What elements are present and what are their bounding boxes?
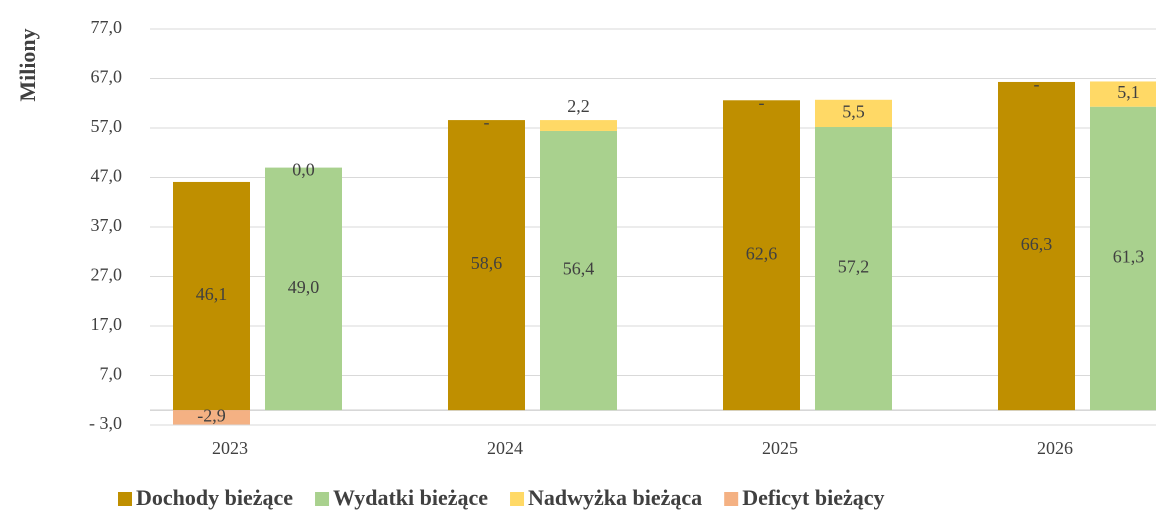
data-label: 5,1 (1117, 82, 1140, 102)
y-axis-label: Miliony (15, 28, 40, 101)
legend-label: Dochody bieżące (136, 485, 293, 510)
legend-swatch (118, 492, 132, 506)
bar-segment (265, 167, 342, 411)
data-label: - (1034, 74, 1040, 94)
bar-segment (540, 120, 617, 131)
x-tick-label: 2023 (212, 438, 248, 458)
x-tick-label: 2026 (1037, 438, 1073, 458)
y-tick-label: 37,0 (91, 215, 123, 235)
bar-segment (1090, 106, 1156, 411)
x-tick-label: 2025 (762, 438, 798, 458)
bar-segment (998, 81, 1075, 411)
data-label: - (484, 112, 490, 132)
data-label: 5,5 (842, 102, 865, 122)
y-tick-label: 67,0 (91, 67, 123, 87)
y-tick-label: 57,0 (91, 116, 123, 136)
data-label: - (759, 92, 765, 112)
legend-label: Nadwyżka bieżąca (528, 485, 702, 510)
y-tick-label: 17,0 (91, 314, 123, 334)
data-label: 0,0 (292, 160, 315, 180)
data-label: 2,2 (567, 96, 590, 116)
data-label: 62,6 (746, 243, 778, 263)
data-label: 58,6 (471, 253, 503, 273)
bar-segment (723, 100, 800, 411)
data-label: 61,3 (1113, 247, 1145, 267)
legend-label: Deficyt bieżący (742, 485, 884, 510)
data-label: 57,2 (838, 257, 870, 277)
bar-segment (1090, 81, 1156, 107)
legend-swatch (724, 492, 739, 506)
bar-segment (173, 181, 250, 411)
bar-segment (815, 99, 892, 128)
y-tick-label: 47,0 (91, 166, 123, 186)
legend-swatch (510, 492, 525, 506)
y-tick-label: 77,0 (91, 17, 123, 37)
bar-segment (448, 120, 525, 411)
y-tick-label: - 3,0 (89, 413, 122, 433)
data-label: -2,9 (197, 405, 226, 425)
data-label: 56,4 (563, 259, 595, 279)
legend-label: Wydatki bieżące (333, 485, 488, 510)
bar-segment (540, 130, 617, 411)
legend-swatch (315, 492, 330, 506)
y-tick-label: 27,0 (91, 265, 123, 285)
data-label: 49,0 (288, 277, 320, 297)
y-tick-label: 7,0 (100, 364, 123, 384)
bar-segment (815, 127, 892, 411)
data-label: 46,1 (196, 284, 228, 304)
data-label: 66,3 (1021, 234, 1053, 254)
x-tick-label: 2024 (487, 438, 523, 458)
bar-segment (173, 410, 250, 425)
